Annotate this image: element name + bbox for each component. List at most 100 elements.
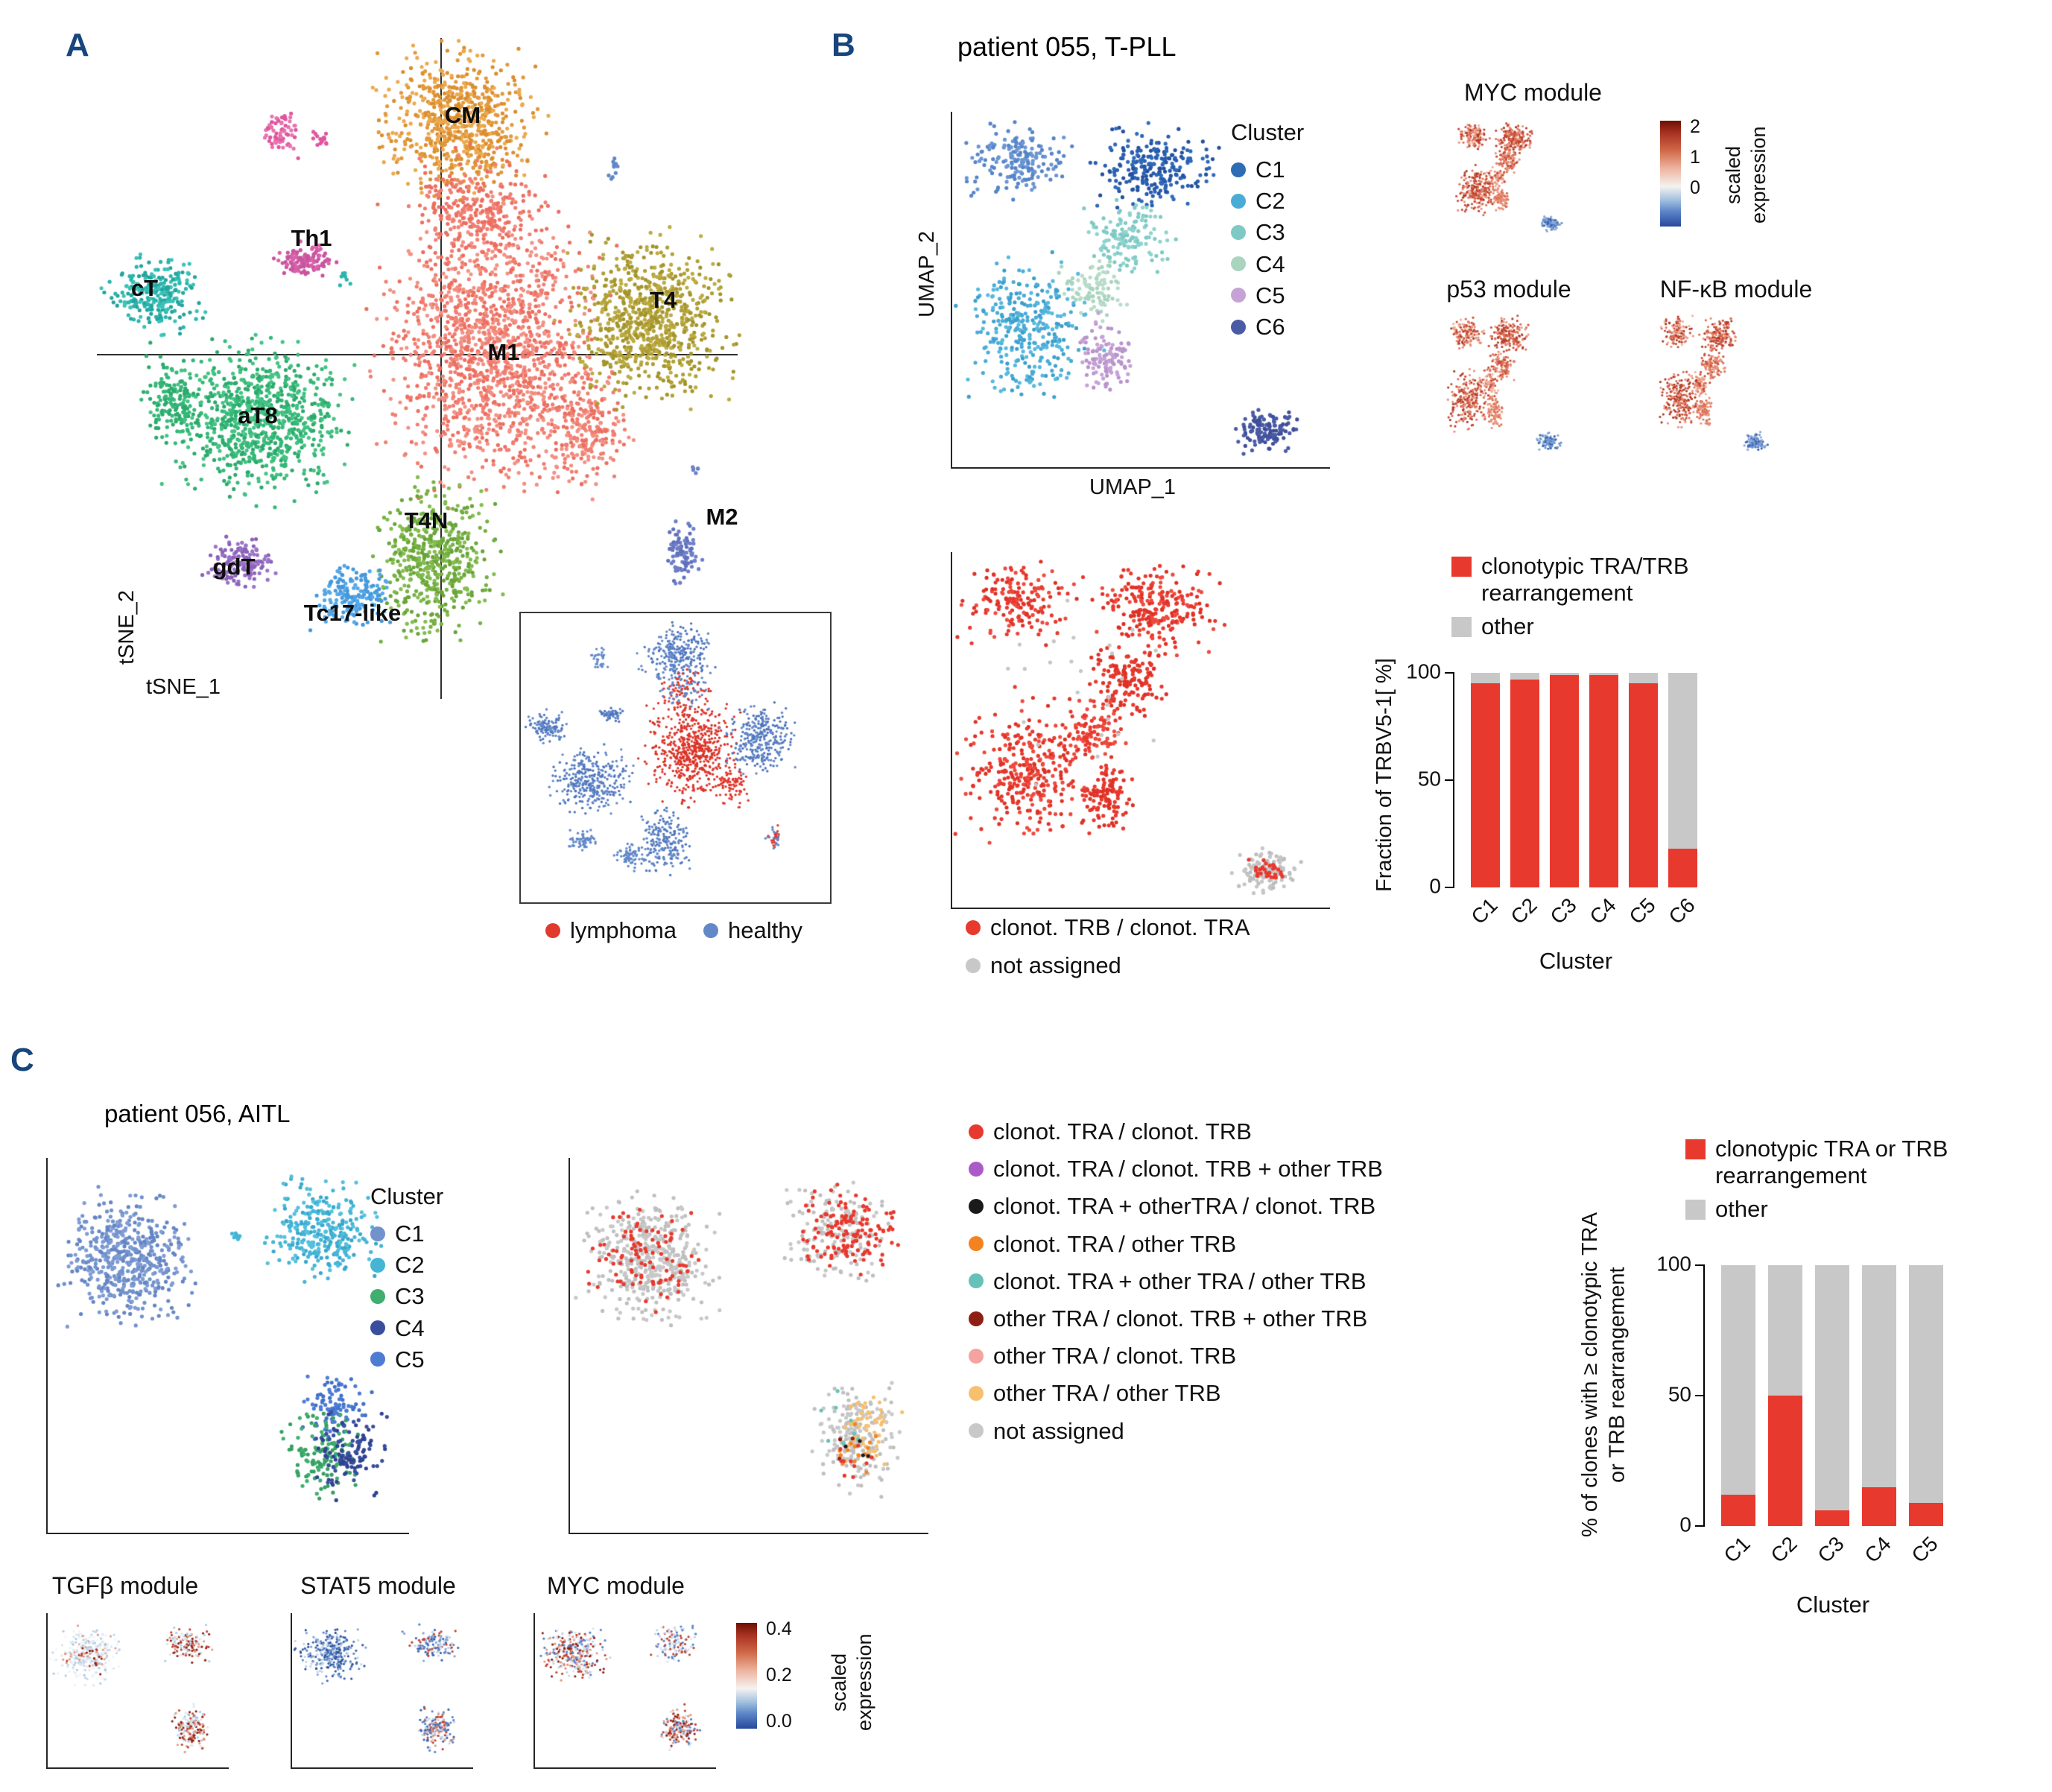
legend-label: C4 xyxy=(1255,250,1285,277)
legend-label: not assigned xyxy=(990,952,1121,979)
x-tick-label: C5 xyxy=(1907,1532,1942,1568)
bar-C2: C2 xyxy=(1767,1265,1802,1567)
b-colorbar-tick-1: 1 xyxy=(1690,147,1700,168)
legend-item: C2 xyxy=(1231,187,1304,215)
bar-segment xyxy=(1721,1495,1755,1526)
c-colorbar-tick-02: 0.2 xyxy=(766,1665,792,1685)
bar-segment xyxy=(1589,674,1618,887)
b-trbv-barchart: 100 50 0 C1 C2 C3 C4 C5 C6 xyxy=(1406,659,1711,928)
x-tick-label: C4 xyxy=(1585,893,1621,929)
legend-swatch xyxy=(966,957,981,973)
c-bar-y-axis-label: % of clones with ≥ clonotypic TRA or TRB… xyxy=(1578,1212,1630,1538)
legend-swatch xyxy=(1231,193,1246,209)
y-tick-mark xyxy=(1695,1264,1705,1266)
b-myc-module-title: MYC module xyxy=(1464,79,1602,106)
legend-item: C1 xyxy=(370,1220,443,1247)
legend-item: C5 xyxy=(370,1346,443,1373)
y-tick-label: 50 xyxy=(1668,1382,1691,1406)
legend-swatch xyxy=(370,1320,385,1336)
bar-segment xyxy=(1768,1265,1802,1396)
bar-segment xyxy=(1589,673,1618,675)
a-inset-plot xyxy=(519,612,832,904)
bar-segment xyxy=(1550,673,1579,675)
legend-label: clonotypic TRA or TRB rearrangement xyxy=(1715,1136,1948,1188)
legend-label: clonot. TRA / clonot. TRB + other TRB xyxy=(993,1156,1383,1182)
bar-segment xyxy=(1909,1502,1943,1526)
bar-C5: C5 xyxy=(1907,1265,1943,1567)
c-bar-legend: clonotypic TRA or TRB rearrangement other xyxy=(1685,1136,1961,1223)
c-clonotype-legend: clonot. TRA / clonot. TRB clonot. TRA / c… xyxy=(969,1118,1383,1445)
c-colorbar xyxy=(736,1623,757,1729)
a-cluster-label-m2: M2 xyxy=(706,504,738,530)
legend-swatch xyxy=(969,1124,984,1139)
legend-swatch xyxy=(969,1385,984,1401)
bar-segment xyxy=(1471,683,1500,887)
a-cluster-label-th1: Th1 xyxy=(291,225,332,251)
legend-item: C6 xyxy=(1231,313,1304,341)
bar-C6: C6 xyxy=(1664,673,1699,928)
legend-label: not assigned xyxy=(993,1417,1124,1444)
legend-item: clonot. TRA / clonot. TRB xyxy=(969,1118,1383,1145)
bar-segment xyxy=(1668,849,1697,887)
legend-swatch xyxy=(1231,224,1246,240)
b-colorbar-tick-2: 2 xyxy=(1690,116,1700,137)
legend-swatch xyxy=(1231,256,1246,272)
a-cluster-label-m1: M1 xyxy=(487,339,520,365)
a-cluster-label-t4n: T4N xyxy=(404,507,449,534)
legend-item: other TRA / clonot. TRB xyxy=(969,1342,1383,1370)
b-clonotype-umap-plot xyxy=(951,552,1330,909)
legend-item: not assigned xyxy=(966,952,1250,979)
a-cluster-label-at8: aT8 xyxy=(238,402,278,428)
bar-segment xyxy=(1510,679,1539,887)
legend-label: C4 xyxy=(395,1314,425,1341)
b-umap-plot xyxy=(951,112,1330,469)
legend-label: C2 xyxy=(395,1252,425,1279)
legend-swatch xyxy=(703,922,719,938)
panel-a-tsne-plot: CM Th1 cT M1 T4 aT8 T4N gdT Tc17-like M2 xyxy=(97,25,805,699)
legend-swatch xyxy=(969,1348,984,1364)
legend-label: C3 xyxy=(1255,219,1285,246)
legend-item: C4 xyxy=(1231,250,1304,278)
legend-item: not assigned xyxy=(969,1417,1383,1445)
bar-C4: C4 xyxy=(1861,1265,1896,1567)
legend-label: clonot. TRA / clonot. TRB xyxy=(993,1118,1252,1144)
legend-label: other TRA / clonot. TRB xyxy=(993,1343,1237,1370)
a-tsne-canvas xyxy=(97,25,805,699)
legend-label: other xyxy=(1481,613,1534,640)
a-y-axis-label: tSNE_2 xyxy=(115,590,139,665)
legend-swatch xyxy=(969,1236,984,1252)
c-umap-cluster-plot xyxy=(46,1158,409,1534)
legend-swatch xyxy=(969,1198,984,1214)
bar-segment xyxy=(1862,1487,1896,1526)
a-cluster-label-tc17: Tc17-like xyxy=(303,600,402,626)
bar-C3: C3 xyxy=(1814,1265,1849,1567)
c-tgfb-module-canvas xyxy=(48,1613,227,1766)
legend-item: other TRA / other TRB xyxy=(969,1379,1383,1407)
bar-C1: C1 xyxy=(1466,673,1501,928)
a-inset-legend: lymphoma healthy xyxy=(519,916,829,944)
legend-swatch xyxy=(1451,617,1472,638)
a-cluster-label-gdt: gdT xyxy=(212,554,256,580)
a-cluster-label-cm: CM xyxy=(444,102,481,128)
panel-c-letter: C xyxy=(10,1042,34,1078)
legend-label: clonotypic TRA/TRB rearrangement xyxy=(1481,553,1689,606)
legend-label: other TRA / clonot. TRB + other TRB xyxy=(993,1305,1368,1332)
legend-label: C2 xyxy=(1255,188,1285,215)
legend-item: clonot. TRB / clonot. TRA xyxy=(966,914,1250,941)
x-tick-label: C2 xyxy=(1506,893,1542,929)
bar-segment xyxy=(1471,673,1500,684)
panel-b-letter: B xyxy=(832,27,855,63)
legend-swatch xyxy=(969,1161,984,1177)
b-myc-module-canvas xyxy=(1454,119,1568,235)
panel-a-letter: A xyxy=(66,27,89,63)
y-tick-mark xyxy=(1445,779,1454,781)
c-colorbar-tick-04: 0.4 xyxy=(766,1618,792,1639)
bar-segment xyxy=(1909,1265,1943,1503)
legend-item: C4 xyxy=(370,1314,443,1342)
c-tgfb-module-title: TGFβ module xyxy=(51,1572,199,1599)
legend-title: Cluster xyxy=(1231,119,1305,145)
legend-swatch xyxy=(370,1288,385,1304)
y-tick-label: 100 xyxy=(1656,1252,1691,1276)
x-tick-label: C6 xyxy=(1664,893,1700,929)
